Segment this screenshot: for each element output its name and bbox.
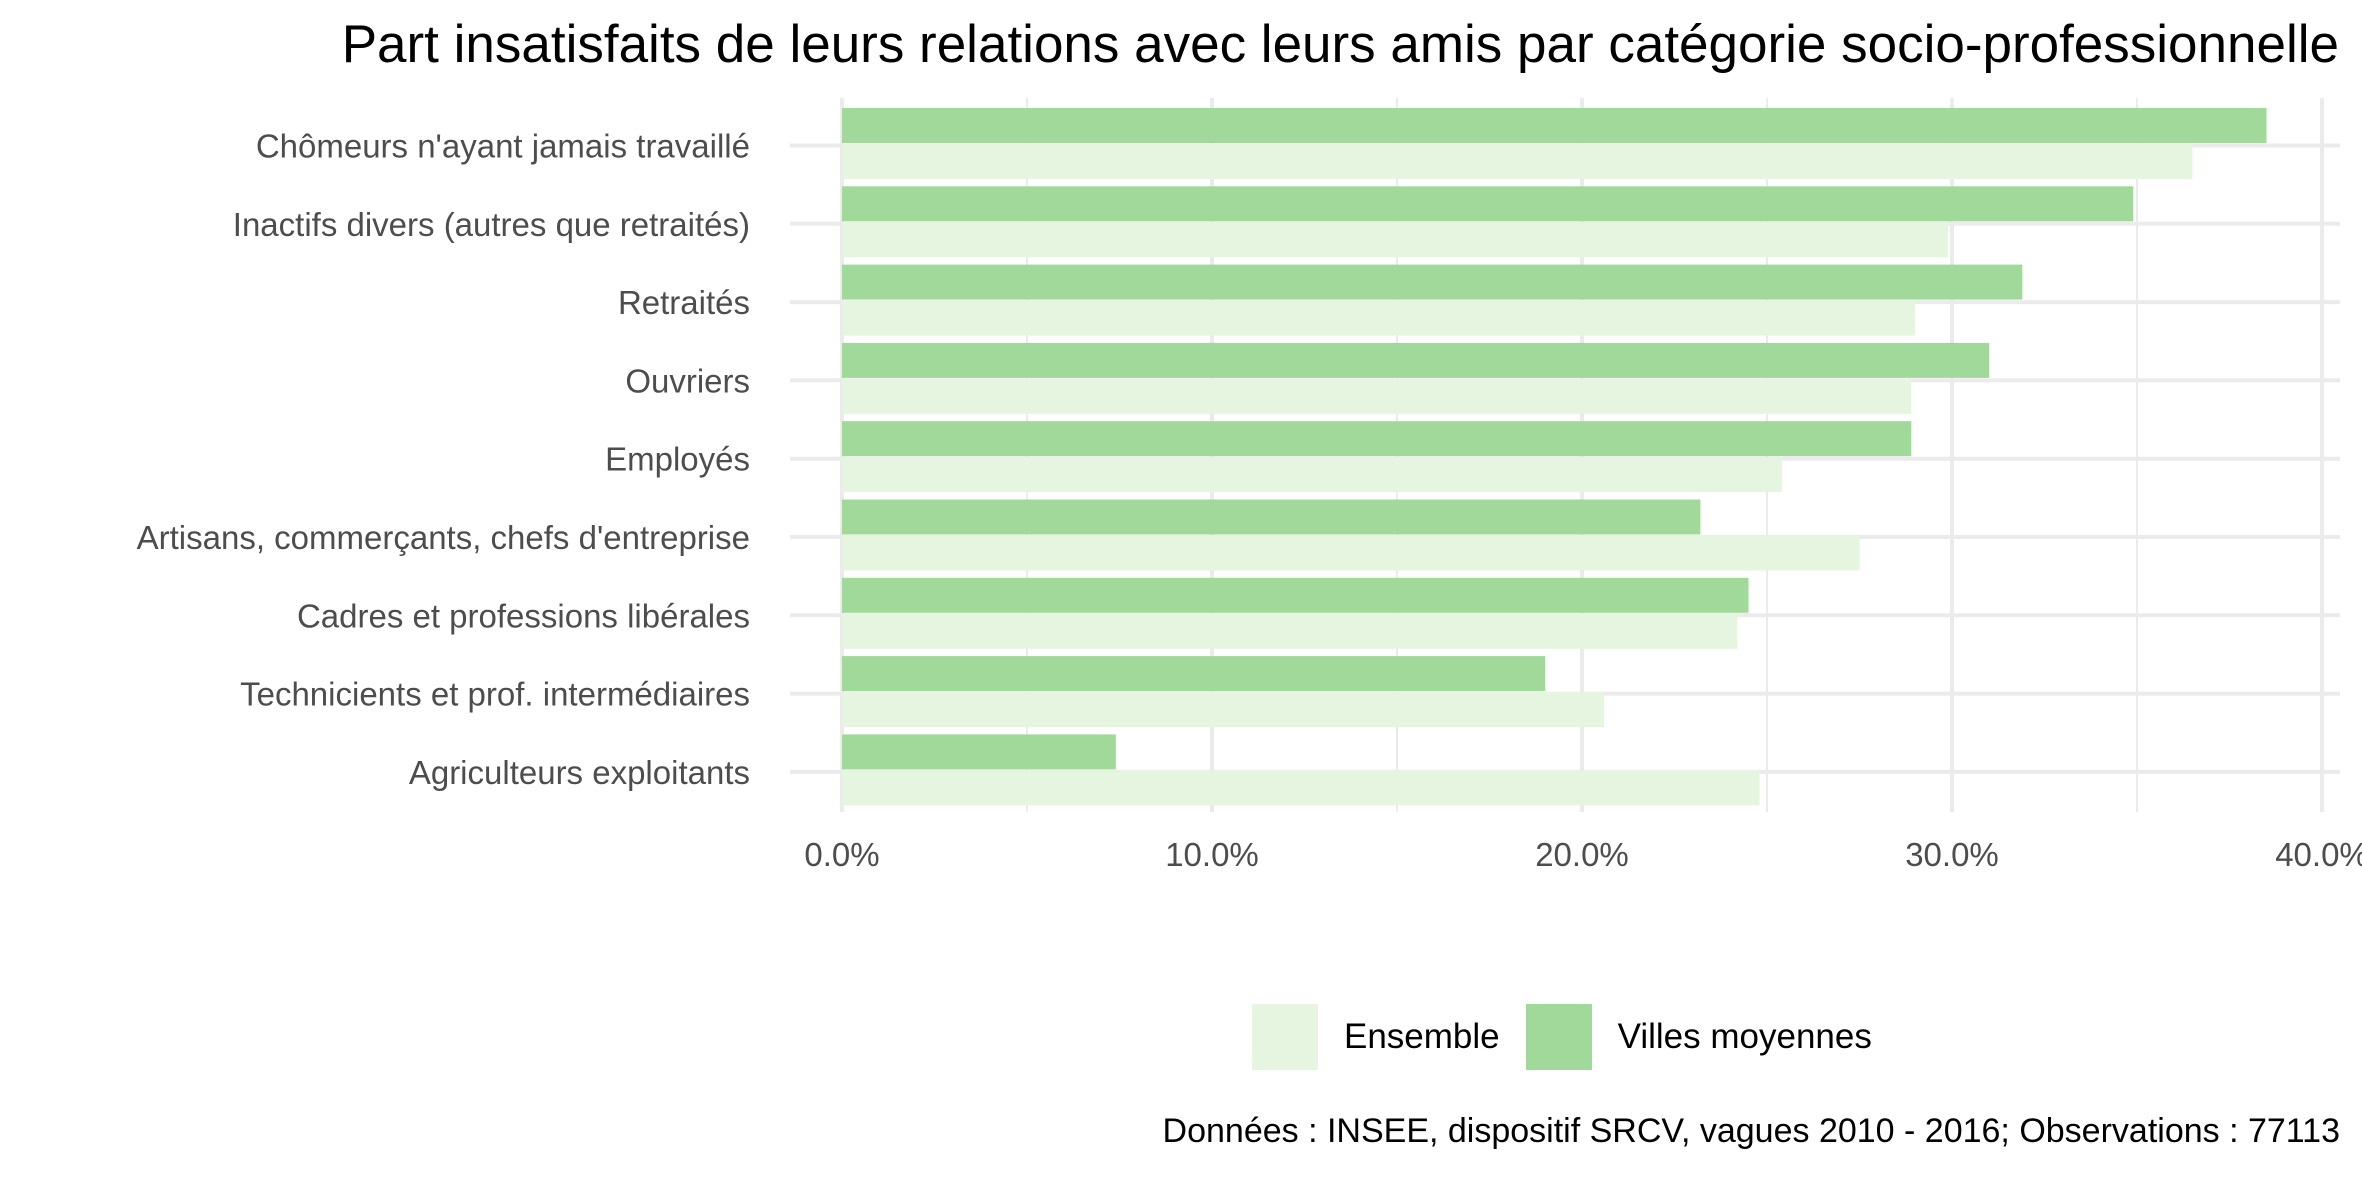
legend-item-ensemble: Ensemble	[1252, 1004, 1500, 1070]
bar-villes-moyennes	[842, 342, 1989, 378]
legend-label-villes-moyennes: Villes moyennes	[1617, 1017, 1872, 1056]
bar-ensemble	[842, 300, 1915, 336]
bar-villes-moyennes	[842, 499, 1701, 535]
bar-ensemble	[842, 378, 1912, 414]
bar-ensemble	[842, 535, 1860, 571]
legend-swatch-villes-moyennes	[1525, 1004, 1592, 1070]
y-axis-labels: Chômeurs n'ayant jamais travaillé Inactif…	[137, 128, 750, 791]
legend: Ensemble Villes moyennes	[1252, 1004, 1898, 1070]
x-tick-label: 40.0%	[2275, 836, 2362, 873]
y-category-label: Ouvriers	[625, 362, 750, 399]
bar-villes-moyennes	[842, 577, 1749, 613]
bar-villes-moyennes	[842, 734, 1116, 770]
y-category-label: Retraités	[618, 284, 750, 321]
bar-villes-moyennes	[842, 264, 2023, 300]
bar-villes-moyennes	[842, 108, 2267, 143]
bar-ensemble	[842, 770, 1760, 806]
y-category-label: Cadres et professions libérales	[297, 597, 750, 634]
legend-swatch-ensemble	[1252, 1004, 1318, 1070]
y-category-label: Agriculteurs exploitants	[409, 754, 750, 791]
legend-item-villes-moyennes: Villes moyennes	[1525, 1004, 1872, 1070]
bar-ensemble	[842, 457, 1782, 493]
bar-villes-moyennes	[842, 421, 1912, 457]
x-tick-label: 20.0%	[1535, 836, 1629, 873]
x-axis-labels: 0.0% 10.0% 20.0% 30.0% 40.0%	[804, 836, 2362, 873]
bar-ensemble	[842, 692, 1605, 728]
chart-caption: Données : INSEE, dispositif SRCV, vagues…	[1162, 1112, 2340, 1150]
bar-villes-moyennes	[842, 186, 2134, 222]
x-tick-label: 10.0%	[1165, 836, 1259, 873]
y-category-label: Chômeurs n'ayant jamais travaillé	[256, 128, 750, 165]
bar-ensemble	[842, 222, 1949, 258]
bar-villes-moyennes	[842, 656, 1545, 692]
y-category-label: Technicients et prof. intermédiaires	[240, 676, 750, 713]
y-category-label: Inactifs divers (autres que retraités)	[233, 206, 750, 243]
bars	[842, 108, 2267, 806]
bar-ensemble	[842, 144, 2193, 179]
y-category-label: Employés	[605, 441, 750, 478]
x-tick-label: 0.0%	[804, 836, 879, 873]
bar-ensemble	[842, 613, 1738, 649]
y-category-label: Artisans, commerçants, chefs d'entrepris…	[137, 519, 750, 556]
legend-label-ensemble: Ensemble	[1344, 1017, 1500, 1056]
chart-title: Part insatisfaits de leurs relations ave…	[341, 15, 2339, 74]
x-tick-label: 30.0%	[1905, 836, 1999, 873]
